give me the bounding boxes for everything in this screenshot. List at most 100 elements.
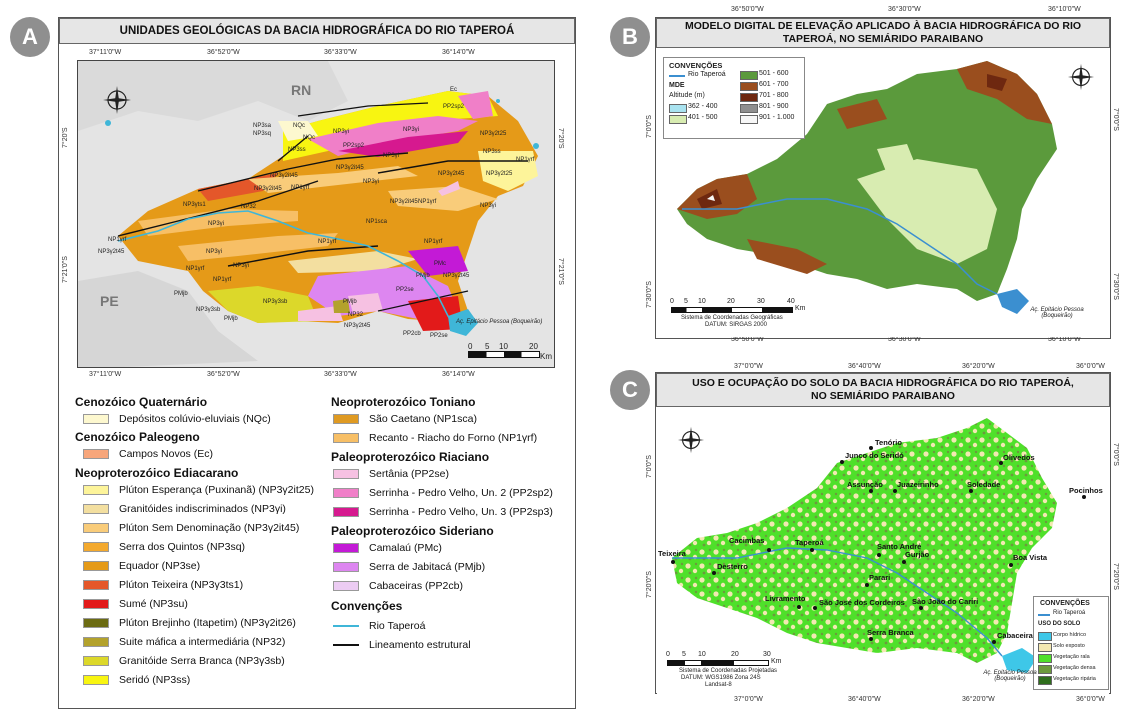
- map-unit-label: NP1γrf: [108, 237, 127, 243]
- legend-item: Recanto - Riacho do Forno (NP1γrf): [333, 432, 537, 444]
- legend-swatch: [83, 618, 109, 628]
- town-marker: [767, 548, 771, 552]
- legend-label: 362 - 400: [688, 103, 718, 110]
- river-label: Rio Taperoá: [688, 71, 726, 78]
- town-marker: [999, 461, 1003, 465]
- legend-label: Vegetação densa: [1053, 665, 1096, 671]
- map-unit-label: PMjb: [174, 291, 188, 297]
- legend-label: Granitóide Serra Branca (NP3γ3sb): [119, 655, 285, 667]
- town-marker: [869, 489, 873, 493]
- legend-item: Serra de Jabitacá (PMjb): [333, 561, 485, 573]
- scale-tick: 30: [763, 651, 771, 658]
- legend-item: Lineamento estrutural: [333, 639, 471, 651]
- panel-c-title: USO E OCUPAÇÃO DO SOLO DA BACIA HIDROGRÁ…: [656, 373, 1110, 407]
- town-label: Santo André: [877, 542, 922, 551]
- scale-bar: [671, 307, 793, 313]
- town-label: Serra Branca: [867, 628, 914, 637]
- elevation-map: CONVENÇÕES Rio Taperoá MDE Altitude (m) …: [657, 49, 1109, 337]
- map-unit-label: PMc: [434, 261, 446, 267]
- legend-label: Serra de Jabitacá (PMjb): [369, 561, 486, 573]
- legend-label: Vegetação rala: [1053, 654, 1090, 660]
- panel-a: UNIDADES GEOLÓGICAS DA BACIA HIDROGRÁFIC…: [58, 17, 576, 709]
- map-unit-label: NP1γrf: [418, 199, 437, 205]
- legend-swatch: [333, 433, 359, 443]
- coord-label: 7°30'0"S: [646, 281, 653, 308]
- map-unit-label: NP3γ2it45: [254, 186, 282, 192]
- legend-swatch: [1038, 676, 1052, 685]
- map-unit-label: NP3γ2t45: [443, 273, 470, 279]
- map-unit-label: PP2sp2: [443, 104, 465, 110]
- legend-swatch: [333, 488, 359, 498]
- legend-swatch: [669, 104, 687, 113]
- map-unit-label: NP3γ2it45: [336, 165, 364, 171]
- map-unit-label: NP3γi: [206, 249, 223, 255]
- scale-tick: 30: [757, 298, 765, 305]
- legend-swatch: [1038, 643, 1052, 652]
- legend-swatch: [83, 485, 109, 495]
- map-unit-label: NQc: [293, 123, 305, 129]
- town-label: Boa Vista: [1013, 553, 1048, 562]
- scale-tick: 20: [727, 298, 735, 305]
- north-arrow-icon: [1067, 63, 1095, 91]
- scale-tick: 10: [698, 298, 706, 305]
- coord-label: 36°33'0"W: [324, 371, 357, 378]
- town-marker: [813, 606, 817, 610]
- legend-swatch: [83, 414, 109, 424]
- coord-label: 36°52'0"W: [207, 49, 240, 56]
- elevation-legend: CONVENÇÕES Rio Taperoá MDE Altitude (m) …: [663, 57, 805, 139]
- map-unit-label: NP3γi: [333, 129, 350, 135]
- coord-label: 36°30'0"W: [888, 336, 921, 343]
- land-use-legend: CONVENÇÕES Rio Taperoá USO DO SOLO Corpo…: [1033, 596, 1109, 690]
- coord-label: 7°0'0"S: [646, 115, 653, 138]
- legend-section-title: Paleoproterozóico Riaciano: [331, 450, 490, 464]
- town-marker: [810, 548, 814, 552]
- legend-swatch: [83, 637, 109, 647]
- panel-b-title: MODELO DIGITAL DE ELEVAÇÃO APLICADO À BA…: [656, 18, 1110, 48]
- legend-item: Plúton Brejinho (Itapetim) (NP3γ2it26): [83, 617, 296, 629]
- coord-label: 36°0'0"W: [1076, 696, 1105, 703]
- soil-title: USO DO SOLO: [1038, 621, 1081, 627]
- coord-label: 7°0'0"S: [646, 455, 653, 478]
- map-unit-label: NP3γ2t25: [486, 171, 513, 177]
- town-label: Junco do Seridó: [845, 451, 904, 460]
- reservoir-label: Aç. Epitácio Pessoa (Boqueirão): [1030, 307, 1084, 319]
- panel-a-badge: A: [10, 17, 50, 57]
- town-marker: [869, 446, 873, 450]
- legend-section-title: Cenozóico Paleogeno: [75, 430, 200, 444]
- legend-swatch: [740, 71, 758, 80]
- scale-tick: 20: [529, 342, 538, 351]
- legend-label: Lineamento estrutural: [369, 639, 471, 651]
- legend-swatch: [83, 580, 109, 590]
- town-marker: [869, 637, 873, 641]
- river-label: Rio Taperoá: [1053, 610, 1086, 616]
- legend-label: Cabaceiras (PP2cb): [369, 580, 463, 592]
- map-unit-label: PMjb: [343, 299, 357, 305]
- scale-bar: [667, 660, 769, 666]
- legend-item: Equador (NP3se): [83, 560, 200, 572]
- map-unit-label: NP3γ2t45: [438, 171, 465, 177]
- elevation-map-svg: [677, 61, 1057, 314]
- river-line-icon: [333, 625, 359, 627]
- town-marker: [893, 489, 897, 493]
- coord-label: 36°40'0"W: [848, 363, 881, 370]
- panel-b-badge: B: [610, 17, 650, 57]
- land-use-map: Tenório Junco do Seridó Olivedos Assunçã…: [657, 408, 1109, 694]
- map-unit-label: NP3γ2t45: [98, 249, 125, 255]
- legend-label: Sumé (NP3su): [119, 598, 188, 610]
- map-unit-label: NP1γrf: [213, 277, 232, 283]
- land-use-map-svg: [672, 418, 1057, 673]
- town-label: Taperoá: [795, 538, 824, 547]
- geology-legend: Cenozóico Quaternário Depósitos colúvio-…: [59, 388, 575, 708]
- town-label: Teixeira: [658, 549, 686, 558]
- legend-label: 801 - 900: [759, 103, 789, 110]
- town-label: Cacimbas: [729, 536, 765, 545]
- town-marker: [865, 583, 869, 587]
- town-marker: [712, 571, 716, 575]
- scale-tick: 40: [787, 298, 795, 305]
- town-label: Cabaceiras: [997, 631, 1038, 640]
- legend-swatch: [333, 543, 359, 553]
- legend-label: Recanto - Riacho do Forno (NP1γrf): [369, 432, 538, 444]
- scale-unit: Km: [771, 658, 782, 665]
- legend-label: Serrinha - Pedro Velho, Un. 3 (PP2sp3): [369, 506, 553, 518]
- map-unit-label: NP3γi: [480, 203, 497, 209]
